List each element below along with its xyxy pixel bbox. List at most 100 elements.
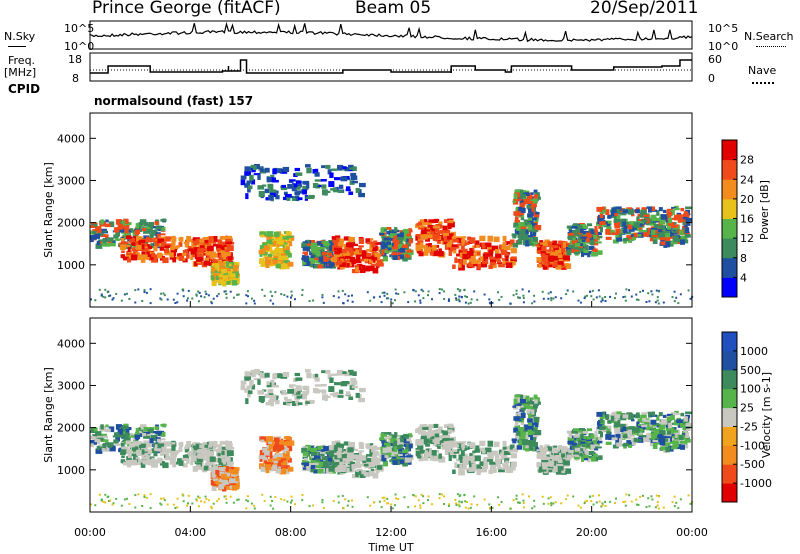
power-echo-cell [366, 249, 373, 252]
velocity-echo-cell [374, 468, 381, 472]
velocity-echo-cell [273, 462, 278, 466]
power-echo-cell [467, 250, 474, 256]
velocity-echo-cell [273, 458, 279, 462]
power-echo-cell [635, 293, 638, 296]
power-echo-cell [495, 249, 500, 254]
power-echo-cell [225, 261, 229, 267]
power-echo-cell [271, 295, 274, 297]
velocity-echo-cell [351, 385, 358, 389]
power-echo-cell [334, 247, 339, 250]
power-echo-cell [429, 227, 436, 234]
power-echo-cell [423, 250, 429, 256]
power-echo-cell [111, 298, 114, 301]
power-echo-cell [159, 246, 165, 251]
velocity-echo-cell [519, 405, 526, 410]
power-echo-cell [542, 256, 547, 262]
velocity-echo-cell [393, 446, 398, 452]
velocity-echo-cell [187, 494, 190, 497]
velocity-echo-cell [656, 501, 659, 504]
power-echo-cell [668, 240, 674, 247]
velocity-echo-cell [331, 373, 338, 376]
power-echo-cell [210, 255, 214, 259]
power-echo-cell [539, 242, 546, 245]
velocity-echo-cell [521, 439, 528, 445]
power-echo-cell [283, 294, 286, 296]
power-echo-cell [502, 241, 507, 245]
power-echo-cell [253, 302, 256, 305]
power-ylabel: Slant Range [km] [42, 162, 55, 258]
velocity-echo-cell [160, 423, 167, 427]
power-echo-cell [355, 267, 359, 273]
power-echo-cell [302, 185, 309, 191]
power-echo-cell [505, 241, 512, 245]
power-echo-cell [492, 263, 497, 268]
velocity-echo-cell [222, 454, 229, 458]
velocity-echo-cell [582, 430, 588, 434]
power-echo-cell [245, 294, 248, 297]
velocity-echo-cell [451, 449, 458, 452]
velocity-echo-cell [280, 498, 283, 501]
power-echo-cell [551, 245, 559, 249]
velocity-echo-cell [184, 447, 190, 453]
power-echo-cell [302, 181, 310, 185]
velocity-echo-cell [286, 440, 294, 443]
velocity-echo-cell [218, 484, 225, 490]
power-echo-cell [143, 221, 149, 227]
velocity-echo-cell [186, 441, 192, 447]
power-colorbar-label: Power [dB] [758, 180, 771, 240]
power-echo-cell [384, 242, 392, 249]
power-echo-cell [347, 242, 354, 248]
velocity-echo-cell [281, 389, 286, 393]
power-echo-cell [187, 289, 190, 292]
velocity-echo-cell [498, 503, 501, 506]
velocity-echo-cell [443, 424, 448, 428]
velocity-echo-cell [454, 441, 461, 444]
velocity-echo-cell [619, 438, 623, 443]
power-echo-cell [609, 295, 612, 298]
velocity-echo-cell [178, 460, 184, 466]
power-echo-cell [581, 233, 585, 236]
power-echo-cell [501, 258, 507, 261]
velocity-echo-cell [106, 442, 114, 447]
velocity-echo-cell [467, 455, 474, 461]
velocity-echo-cell [341, 494, 344, 497]
power-echo-cell [308, 195, 315, 198]
velocity-echo-cell [327, 461, 331, 467]
power-echo-cell [343, 244, 348, 247]
power-echo-cell [150, 256, 154, 260]
velocity-echo-cell [522, 499, 525, 502]
power-echo-cell [245, 302, 248, 305]
velocity-echo-cell [370, 468, 374, 471]
colorbar-tick-label: 28 [740, 154, 754, 167]
power-echo-cell [244, 183, 251, 188]
velocity-echo-cell [338, 389, 344, 394]
power-echo-cell [221, 245, 225, 251]
power-echo-cell [448, 219, 454, 224]
colorbar-swatch [722, 218, 737, 239]
velocity-echo-cell [280, 392, 288, 396]
velocity-echo-cell [431, 450, 437, 456]
power-echo-cell [314, 168, 319, 173]
velocity-echo-cell [121, 455, 125, 459]
velocity-echo-cell [510, 466, 516, 471]
power-echo-cell [314, 250, 321, 254]
power-echo-cell [277, 244, 281, 247]
velocity-echo-cell [371, 446, 376, 453]
power-echo-cell [651, 293, 654, 296]
velocity-echo-cell [317, 469, 323, 474]
velocity-echo-cell [149, 507, 152, 510]
velocity-echo-cell [488, 506, 491, 509]
power-echo-cell [253, 173, 261, 176]
power-echo-cell [170, 252, 174, 258]
velocity-echo-cell [425, 434, 431, 437]
power-echo-cell [536, 244, 544, 248]
velocity-echo-cell [273, 460, 279, 464]
velocity-echo-cell [685, 411, 692, 415]
velocity-echo-cell [273, 437, 280, 442]
power-echo-cell [682, 216, 688, 220]
velocity-echo-cell [250, 369, 255, 374]
power-echo-cell [520, 207, 526, 213]
velocity-echo-cell [150, 461, 154, 465]
velocity-echo-cell [339, 373, 347, 376]
velocity-echo-cell [345, 391, 351, 396]
